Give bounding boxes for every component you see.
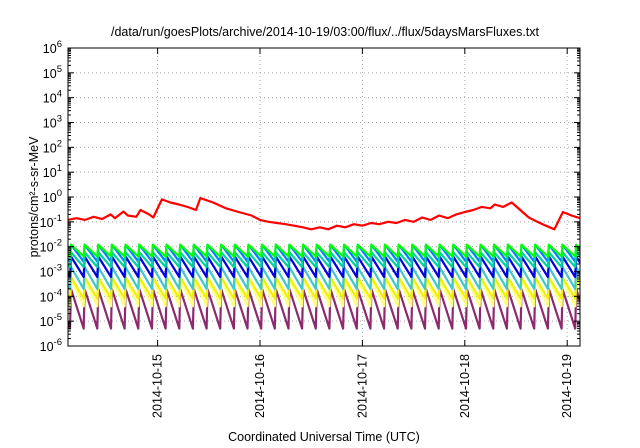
x-tick-label: 2014-10-19 (560, 354, 574, 418)
x-tick-label: 2014-10-17 (355, 354, 369, 418)
flux-series-line-red (68, 197, 580, 231)
x-tick-label: 2014-10-16 (253, 354, 267, 418)
x-tick-label: 2014-10-15 (151, 354, 165, 418)
y-tick-label: 10-6 (40, 337, 62, 354)
flux-series-line (68, 243, 580, 258)
y-tick-label: 101 (43, 163, 62, 180)
flux-series-line (68, 287, 580, 330)
y-tick-label: 10-2 (40, 238, 62, 255)
y-tick-label: 106 (43, 39, 62, 56)
grid (68, 48, 580, 346)
series-layer (68, 197, 580, 330)
x-axis-label: Coordinated Universal Time (UTC) (228, 430, 420, 444)
y-tick-label: 10-4 (40, 287, 62, 304)
y-tick-label: 100 (43, 188, 62, 205)
y-tick-label: 10-1 (40, 213, 62, 230)
y-tick-label: 10-3 (40, 263, 62, 280)
y-tick-label: 103 (43, 114, 62, 131)
y-tick-label: 105 (43, 64, 62, 81)
chart-title: /data/run/goesPlots/archive/2014-10-19/0… (111, 25, 540, 39)
y-tick-label: 10-5 (40, 312, 62, 329)
y-axis-label: protons/cm²-s-sr-MeV (27, 136, 41, 258)
ticks: 10-6 10-5 10-4 10-3 10-2 10-1 100 101 102 103 104 1… (40, 39, 580, 418)
y-tick-label: 104 (43, 89, 62, 106)
x-tick-label: 2014-10-18 (458, 354, 472, 418)
y-tick-label: 102 (43, 138, 62, 155)
